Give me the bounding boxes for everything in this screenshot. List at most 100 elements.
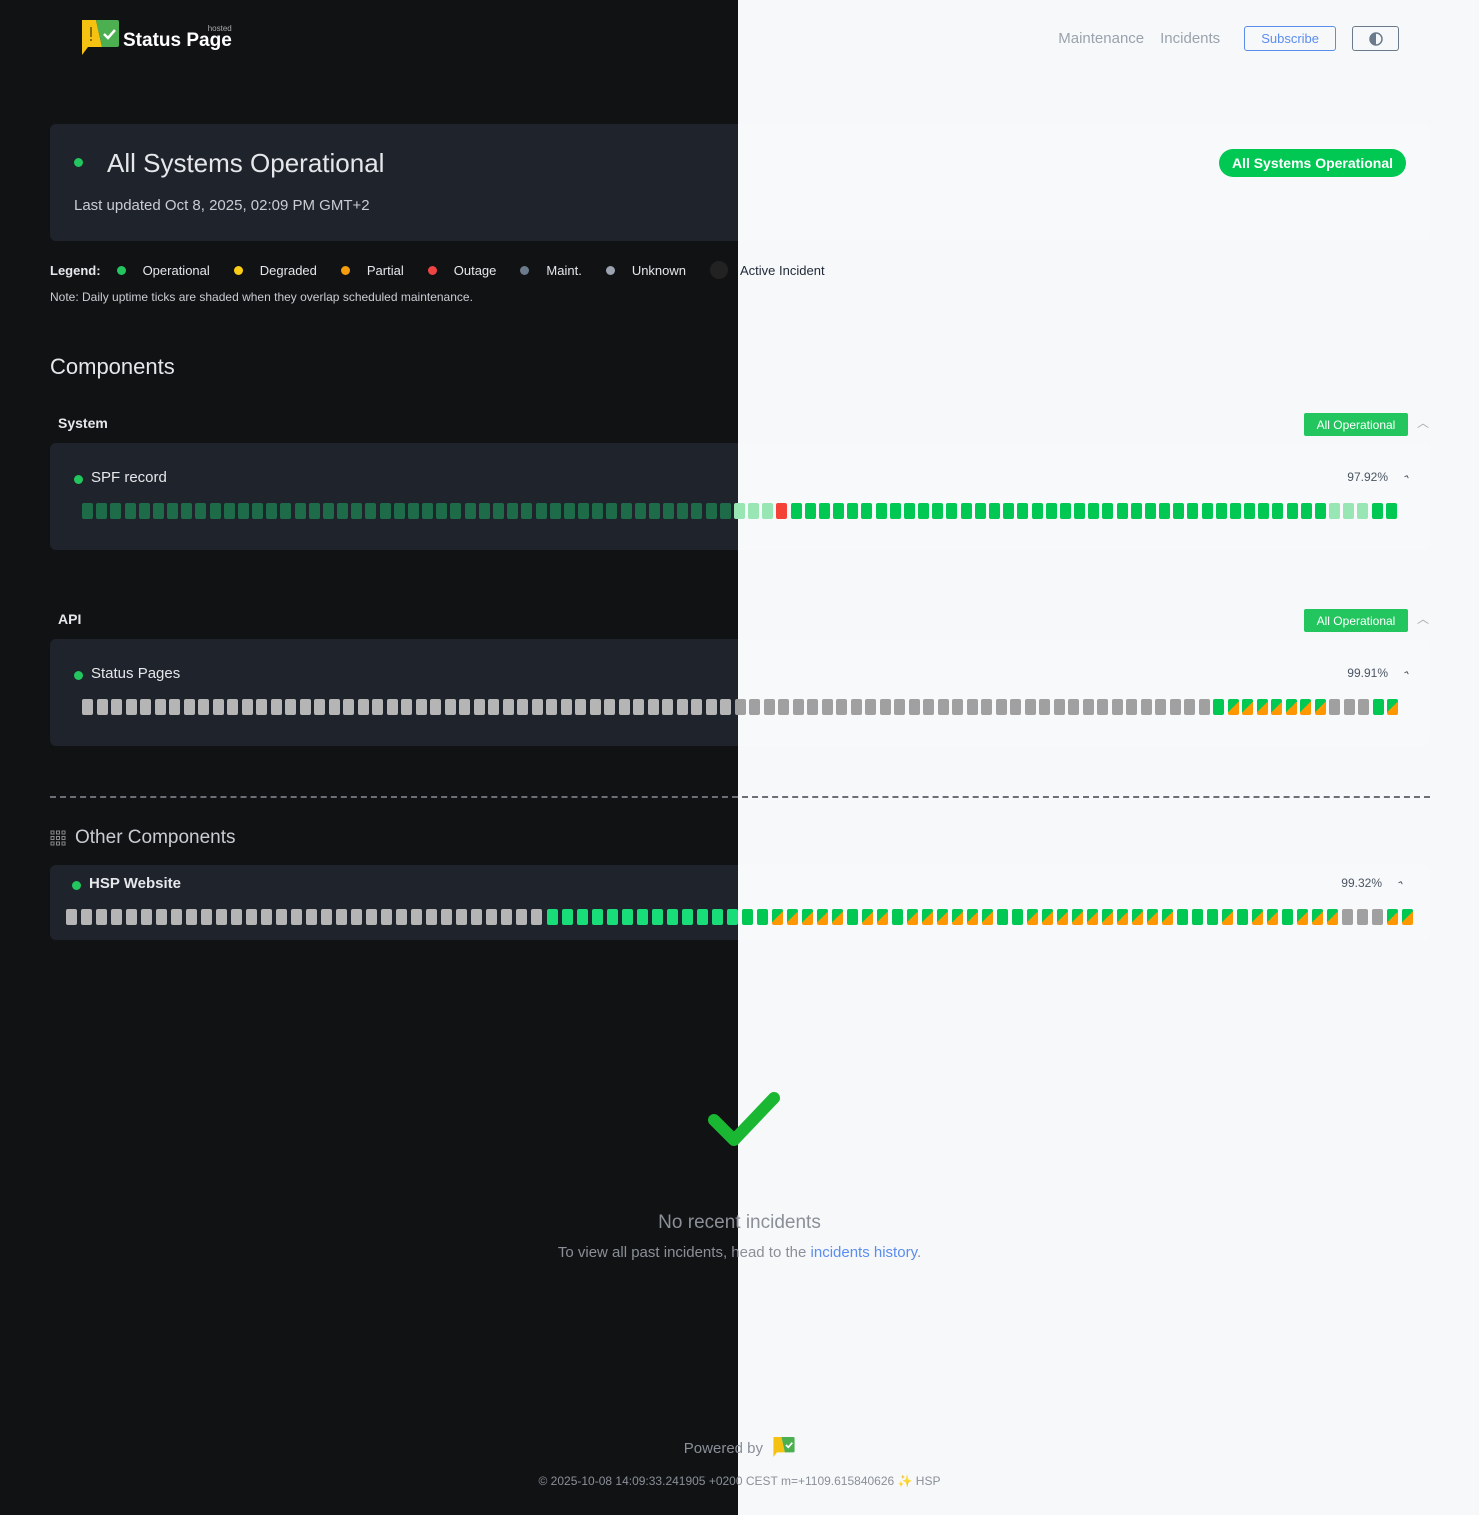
- uptime-tick[interactable]: [561, 909, 573, 925]
- uptime-tick[interactable]: [1285, 699, 1297, 715]
- uptime-tick[interactable]: [1068, 699, 1079, 715]
- uptime-tick[interactable]: [1300, 699, 1311, 715]
- uptime-tick[interactable]: [691, 503, 703, 519]
- uptime-tick[interactable]: [1215, 503, 1227, 519]
- uptime-tick[interactable]: [181, 503, 193, 519]
- uptime-tick[interactable]: [981, 699, 992, 715]
- uptime-tick[interactable]: [171, 909, 183, 925]
- uptime-tick[interactable]: [618, 699, 630, 715]
- uptime-tick[interactable]: [560, 699, 572, 715]
- uptime-tick[interactable]: [306, 909, 318, 925]
- uptime-tick[interactable]: [169, 699, 180, 715]
- uptime-tick[interactable]: [932, 503, 944, 519]
- uptime-tick[interactable]: [1402, 909, 1414, 925]
- uptime-tick[interactable]: [459, 699, 470, 715]
- uptime-tick[interactable]: [666, 909, 678, 925]
- uptime-tick[interactable]: [426, 909, 438, 925]
- uptime-tick[interactable]: [691, 699, 702, 715]
- uptime-tick[interactable]: [847, 503, 859, 519]
- uptime-tick[interactable]: [996, 909, 1008, 925]
- uptime-tick[interactable]: [1017, 503, 1029, 519]
- expand-icon[interactable]: ⌃: [1392, 878, 1406, 894]
- uptime-tick[interactable]: [212, 699, 224, 715]
- uptime-tick[interactable]: [396, 909, 408, 925]
- uptime-tick[interactable]: [1074, 503, 1086, 519]
- uptime-tick[interactable]: [401, 699, 412, 715]
- uptime-tick[interactable]: [1229, 503, 1241, 519]
- uptime-tick[interactable]: [749, 699, 760, 715]
- uptime-tick[interactable]: [889, 503, 901, 519]
- uptime-tick[interactable]: [294, 503, 306, 519]
- uptime-tick[interactable]: [152, 503, 164, 519]
- uptime-tick[interactable]: [486, 909, 498, 925]
- uptime-tick[interactable]: [1227, 699, 1239, 715]
- uptime-tick[interactable]: [937, 699, 949, 715]
- uptime-tick[interactable]: [501, 909, 513, 925]
- uptime-tick[interactable]: [1201, 503, 1213, 519]
- uptime-tick[interactable]: [719, 503, 731, 519]
- uptime-tick[interactable]: [989, 503, 1000, 519]
- uptime-tick[interactable]: [535, 503, 547, 519]
- uptime-tick[interactable]: [546, 909, 558, 925]
- uptime-tick[interactable]: [966, 909, 978, 925]
- uptime-tick[interactable]: [1222, 909, 1234, 925]
- uptime-tick[interactable]: [1282, 909, 1294, 925]
- uptime-tick[interactable]: [478, 503, 490, 519]
- uptime-tick[interactable]: [1031, 503, 1043, 519]
- uptime-tick[interactable]: [621, 909, 633, 925]
- uptime-tick[interactable]: [804, 503, 816, 519]
- uptime-tick[interactable]: [1102, 909, 1114, 925]
- uptime-tick[interactable]: [846, 909, 858, 925]
- uptime-tick[interactable]: [328, 699, 340, 715]
- uptime-tick[interactable]: [1169, 699, 1181, 715]
- uptime-tick[interactable]: [321, 909, 333, 925]
- uptime-tick[interactable]: [1357, 503, 1369, 519]
- uptime-tick[interactable]: [436, 503, 448, 519]
- uptime-tick[interactable]: [995, 699, 1007, 715]
- uptime-tick[interactable]: [521, 503, 533, 519]
- uptime-tick[interactable]: [393, 503, 405, 519]
- uptime-tick[interactable]: [647, 699, 659, 715]
- uptime-tick[interactable]: [676, 699, 688, 715]
- uptime-tick[interactable]: [82, 699, 93, 715]
- uptime-tick[interactable]: [741, 909, 753, 925]
- uptime-tick[interactable]: [261, 909, 273, 925]
- uptime-tick[interactable]: [223, 503, 235, 519]
- uptime-tick[interactable]: [1256, 699, 1268, 715]
- uptime-tick[interactable]: [1314, 699, 1326, 715]
- uptime-tick[interactable]: [1039, 699, 1050, 715]
- uptime-tick[interactable]: [270, 699, 282, 715]
- uptime-tick[interactable]: [1244, 503, 1256, 519]
- uptime-tick[interactable]: [1162, 909, 1174, 925]
- nav-incidents[interactable]: Incidents: [1160, 30, 1221, 47]
- uptime-tick[interactable]: [1314, 503, 1326, 519]
- uptime-tick[interactable]: [336, 909, 348, 925]
- uptime-tick[interactable]: [138, 503, 150, 519]
- uptime-tick[interactable]: [1144, 503, 1156, 519]
- uptime-tick[interactable]: [1010, 699, 1021, 715]
- uptime-tick[interactable]: [778, 699, 789, 715]
- uptime-tick[interactable]: [1207, 909, 1219, 925]
- uptime-tick[interactable]: [1159, 503, 1171, 519]
- uptime-tick[interactable]: [923, 699, 934, 715]
- uptime-tick[interactable]: [575, 699, 586, 715]
- uptime-tick[interactable]: [1213, 699, 1224, 715]
- uptime-tick[interactable]: [850, 699, 862, 715]
- uptime-tick[interactable]: [876, 909, 888, 925]
- uptime-tick[interactable]: [1116, 503, 1128, 519]
- uptime-tick[interactable]: [82, 503, 93, 519]
- uptime-tick[interactable]: [1111, 699, 1123, 715]
- uptime-tick[interactable]: [546, 699, 557, 715]
- uptime-tick[interactable]: [201, 909, 213, 925]
- uptime-tick[interactable]: [110, 503, 122, 519]
- uptime-tick[interactable]: [357, 699, 369, 715]
- uptime-tick[interactable]: [1011, 909, 1023, 925]
- uptime-tick[interactable]: [1357, 909, 1369, 925]
- uptime-tick[interactable]: [314, 699, 325, 715]
- uptime-tick[interactable]: [748, 503, 760, 519]
- uptime-tick[interactable]: [821, 699, 833, 715]
- uptime-tick[interactable]: [1132, 909, 1144, 925]
- uptime-tick[interactable]: [322, 503, 334, 519]
- uptime-tick[interactable]: [488, 699, 499, 715]
- expand-icon[interactable]: ⌃: [1398, 472, 1412, 488]
